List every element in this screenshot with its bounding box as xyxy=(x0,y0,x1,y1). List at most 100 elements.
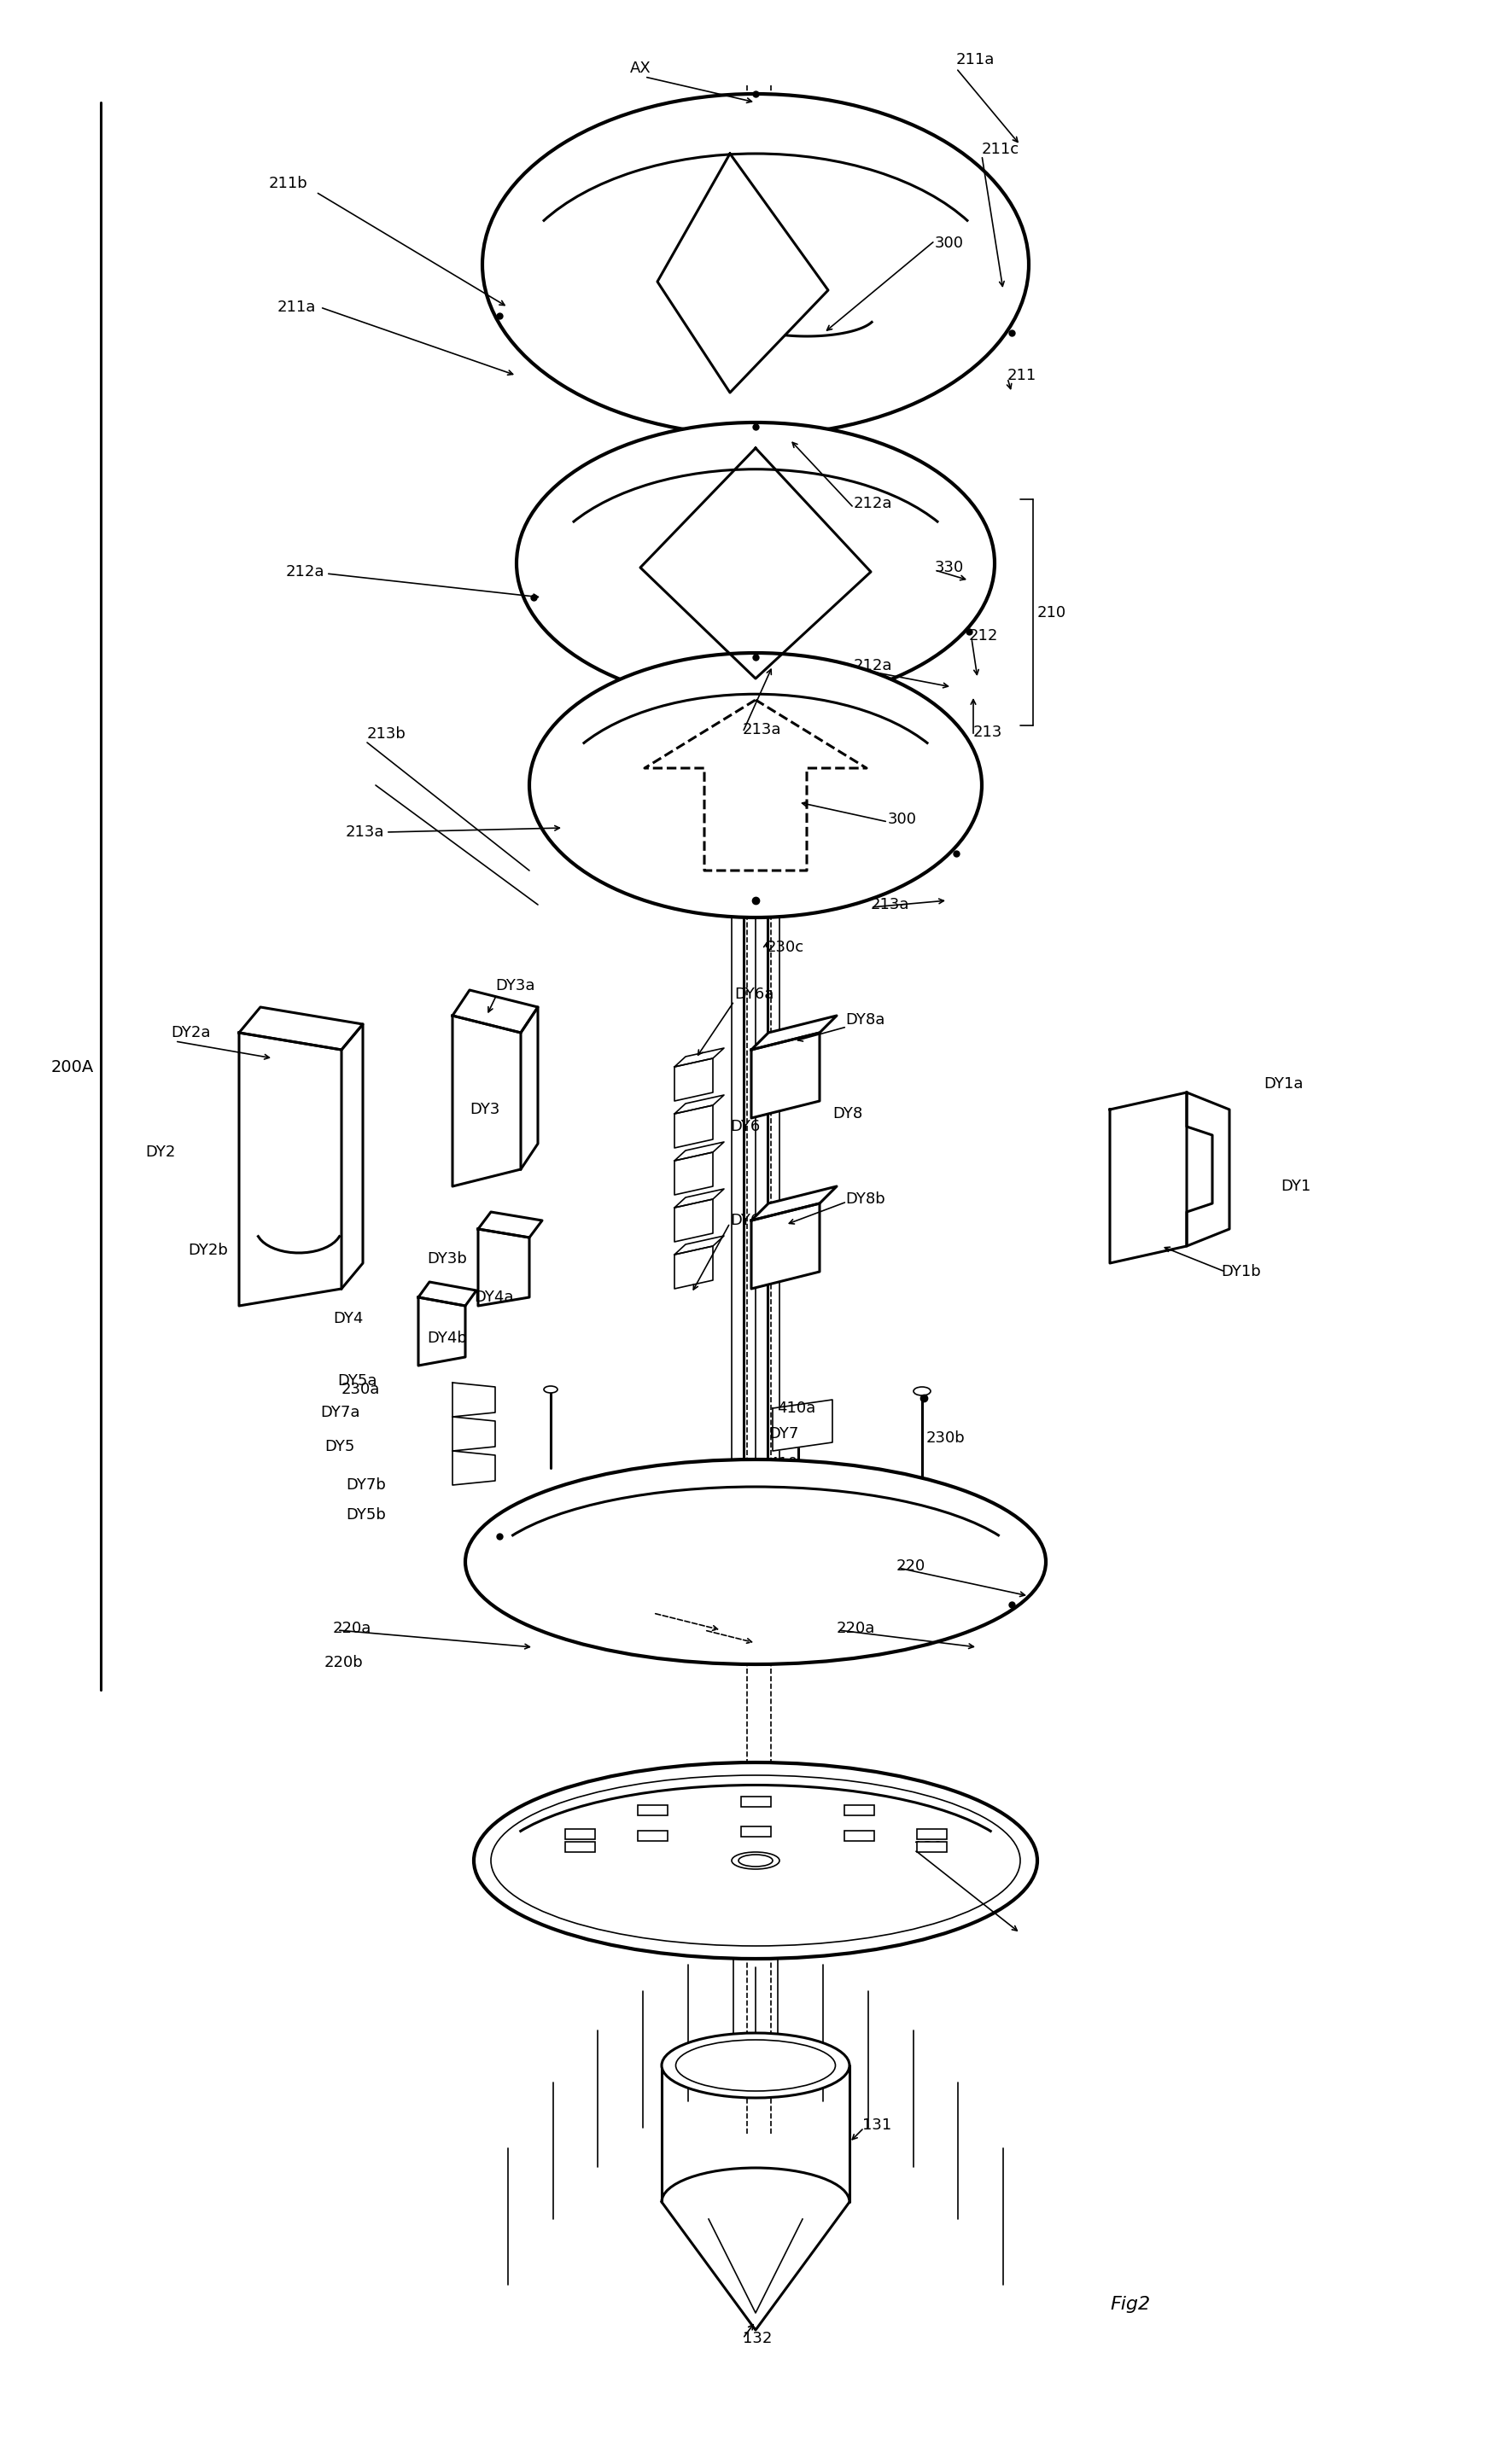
Text: 300: 300 xyxy=(888,811,916,828)
Text: DY5a: DY5a xyxy=(337,1372,376,1390)
Polygon shape xyxy=(342,1025,363,1289)
Text: AX: AX xyxy=(631,62,652,76)
FancyBboxPatch shape xyxy=(916,1828,947,1838)
Text: 410: 410 xyxy=(768,1456,797,1471)
Text: DY2a: DY2a xyxy=(171,1025,210,1040)
Polygon shape xyxy=(1110,1092,1187,1264)
Text: 220a: 220a xyxy=(836,1621,875,1636)
Text: 220a: 220a xyxy=(333,1621,372,1636)
Text: DY1b: DY1b xyxy=(1220,1264,1261,1279)
FancyBboxPatch shape xyxy=(741,1796,771,1806)
Ellipse shape xyxy=(732,1853,780,1870)
Polygon shape xyxy=(674,1247,712,1289)
Polygon shape xyxy=(478,1230,529,1306)
Polygon shape xyxy=(239,1032,342,1306)
Text: DY8: DY8 xyxy=(833,1106,862,1121)
Ellipse shape xyxy=(913,1387,930,1395)
Ellipse shape xyxy=(676,2040,836,2092)
Text: 300: 300 xyxy=(934,237,963,251)
Text: 212: 212 xyxy=(969,628,998,643)
Text: DY2b: DY2b xyxy=(187,1242,228,1259)
Text: DY8a: DY8a xyxy=(845,1013,885,1027)
Ellipse shape xyxy=(529,653,981,917)
Text: 230b: 230b xyxy=(927,1432,965,1446)
Text: 210: 210 xyxy=(1037,606,1066,621)
Ellipse shape xyxy=(482,94,1028,436)
Text: 220b: 220b xyxy=(325,1656,363,1671)
Ellipse shape xyxy=(662,2033,850,2097)
Text: 410b: 410b xyxy=(691,1481,730,1498)
FancyBboxPatch shape xyxy=(844,1806,874,1816)
Text: 132: 132 xyxy=(742,2331,773,2346)
Text: DY7a: DY7a xyxy=(321,1404,360,1419)
Text: DY3: DY3 xyxy=(470,1101,500,1116)
Text: DY4: DY4 xyxy=(333,1311,363,1326)
Polygon shape xyxy=(674,1237,724,1254)
Polygon shape xyxy=(751,1032,820,1119)
Text: Fig2: Fig2 xyxy=(1110,2296,1151,2314)
Polygon shape xyxy=(674,1047,724,1067)
Text: 211a: 211a xyxy=(277,301,316,315)
Text: DY2: DY2 xyxy=(145,1143,175,1161)
FancyBboxPatch shape xyxy=(565,1843,596,1853)
Text: DY8b: DY8b xyxy=(845,1193,885,1207)
Text: DY6: DY6 xyxy=(730,1119,761,1133)
Polygon shape xyxy=(452,1382,494,1417)
Polygon shape xyxy=(239,1008,363,1050)
Polygon shape xyxy=(452,991,538,1032)
Ellipse shape xyxy=(544,1387,558,1392)
Polygon shape xyxy=(674,1190,724,1207)
Text: DY5: DY5 xyxy=(325,1439,355,1454)
Text: 230c: 230c xyxy=(767,939,804,956)
Text: 212a: 212a xyxy=(854,495,892,510)
Text: DY4b: DY4b xyxy=(426,1331,467,1345)
Polygon shape xyxy=(452,1451,494,1486)
Text: DY7b: DY7b xyxy=(346,1478,386,1493)
Polygon shape xyxy=(419,1281,476,1306)
Text: 213a: 213a xyxy=(742,722,782,737)
Polygon shape xyxy=(674,1094,724,1114)
Polygon shape xyxy=(674,1106,712,1148)
Text: 213a: 213a xyxy=(345,825,384,840)
Text: DY4a: DY4a xyxy=(473,1289,514,1306)
Polygon shape xyxy=(674,1141,724,1161)
Polygon shape xyxy=(419,1296,466,1365)
Polygon shape xyxy=(674,1200,712,1242)
Ellipse shape xyxy=(517,421,995,705)
Polygon shape xyxy=(751,1185,836,1220)
Text: 410a: 410a xyxy=(777,1400,815,1417)
Ellipse shape xyxy=(466,1459,1046,1663)
Text: 211b: 211b xyxy=(751,436,791,451)
Polygon shape xyxy=(773,1400,833,1451)
FancyBboxPatch shape xyxy=(844,1831,874,1841)
Polygon shape xyxy=(478,1212,543,1237)
Ellipse shape xyxy=(473,1762,1037,1959)
Text: DY6b: DY6b xyxy=(730,1212,770,1227)
Ellipse shape xyxy=(491,1774,1021,1947)
Text: 212a: 212a xyxy=(854,658,892,673)
Text: 213a: 213a xyxy=(871,897,910,912)
Polygon shape xyxy=(751,1202,820,1289)
FancyBboxPatch shape xyxy=(638,1806,668,1816)
Polygon shape xyxy=(674,1153,712,1195)
Ellipse shape xyxy=(738,1855,773,1868)
Text: 330: 330 xyxy=(934,559,965,574)
Text: 131: 131 xyxy=(862,2117,892,2134)
Polygon shape xyxy=(452,1417,494,1451)
Polygon shape xyxy=(452,1015,520,1185)
Text: 220: 220 xyxy=(897,1557,925,1574)
Text: DY6a: DY6a xyxy=(735,986,774,1003)
Text: DY7: DY7 xyxy=(768,1427,798,1441)
Text: 213: 213 xyxy=(974,724,1002,739)
FancyBboxPatch shape xyxy=(638,1831,668,1841)
Text: 212a: 212a xyxy=(286,564,325,579)
Polygon shape xyxy=(1187,1092,1229,1247)
Text: DY1: DY1 xyxy=(1281,1178,1311,1195)
Polygon shape xyxy=(751,1015,836,1050)
Text: 130: 130 xyxy=(913,1841,942,1855)
Text: DY3b: DY3b xyxy=(426,1252,467,1266)
Text: 200A: 200A xyxy=(51,1060,94,1074)
FancyBboxPatch shape xyxy=(916,1843,947,1853)
Text: DY3a: DY3a xyxy=(494,978,535,993)
Text: 211b: 211b xyxy=(268,175,307,192)
